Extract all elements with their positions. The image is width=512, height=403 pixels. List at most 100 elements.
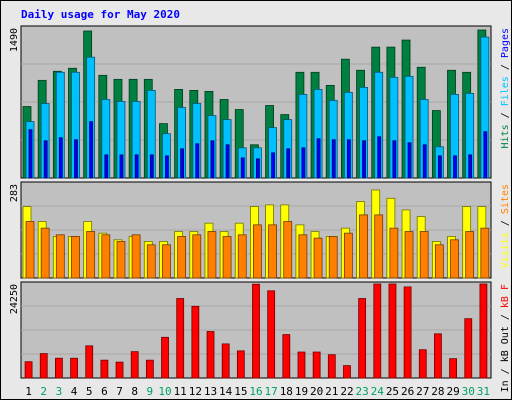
bar-sites-day-19 (298, 234, 308, 279)
bar-kb-f-day-22 (343, 365, 351, 379)
bar-sites-day-12 (192, 234, 202, 279)
bar-kb-f-day-14 (221, 343, 230, 379)
x-tick-label-day-28: 28 (431, 385, 444, 398)
x-tick-label-day-29: 29 (446, 385, 459, 398)
bar-kb-f-day-10 (161, 336, 169, 379)
bar-kb-f-day-2 (39, 353, 48, 379)
x-tick-label-day-1: 1 (25, 385, 32, 398)
bar-pages-day-7 (119, 154, 124, 179)
bar-pages-day-27 (422, 144, 427, 179)
series-kb-f (24, 283, 488, 379)
bar-kb-f-day-12 (191, 305, 200, 379)
bar-pages-day-24 (377, 136, 382, 179)
legend-separator: / (500, 308, 511, 326)
x-tick-label-day-30: 30 (462, 385, 475, 398)
bar-sites-day-15 (237, 234, 247, 279)
legend-entry-pages: Pages (500, 28, 511, 58)
y-max-tick-label: 283 (9, 184, 20, 202)
x-tick-label-day-9: 9 (147, 385, 154, 398)
x-tick-label-day-20: 20 (310, 385, 323, 398)
bar-sites-day-8 (131, 234, 141, 279)
bar-pages-day-8 (134, 154, 139, 179)
bar-pages-day-17 (271, 152, 275, 179)
bar-sites-day-28 (434, 244, 444, 279)
bar-pages-day-2 (43, 140, 48, 179)
bar-kb-f-day-5 (85, 345, 94, 379)
chart-title: Daily usage for May 2020 (21, 8, 180, 21)
bar-sites-day-27 (419, 231, 429, 279)
bar-sites-day-10 (162, 244, 171, 279)
legend-entry-kb-out: kB Out (500, 326, 511, 362)
bar-pages-day-16 (256, 158, 260, 179)
y-max-tick-label: 24250 (9, 284, 20, 314)
bar-kb-f-day-25 (388, 283, 397, 379)
bar-kb-f-day-4 (70, 357, 78, 379)
bar-pages-day-22 (346, 139, 351, 179)
bar-sites-day-26 (404, 231, 414, 279)
bar-pages-day-9 (149, 154, 154, 179)
bar-sites-day-6 (101, 234, 111, 279)
bar-sites-day-20 (313, 237, 323, 279)
bar-pages-day-25 (392, 140, 397, 179)
bar-sites-day-14 (222, 236, 232, 279)
x-tick-label-day-10: 10 (158, 385, 171, 398)
bar-sites-day-24 (374, 214, 384, 279)
x-tick-label-day-11: 11 (174, 385, 187, 398)
bar-kb-f-day-23 (358, 298, 367, 379)
legend-separator: / (500, 214, 511, 232)
bar-kb-f-day-26 (403, 286, 412, 379)
bar-kb-f-day-31 (479, 283, 488, 379)
legend-entry-files: Files (500, 76, 511, 106)
x-tick-label-day-24: 24 (371, 385, 385, 398)
legend-separator: / (500, 106, 511, 124)
legend-entry-visits: Visits (500, 232, 511, 268)
series-pages (28, 121, 488, 179)
bar-sites-day-18 (283, 221, 293, 279)
bar-sites-day-21 (328, 236, 338, 279)
x-tick-label-day-13: 13 (204, 385, 217, 398)
bar-kb-f-day-9 (145, 359, 154, 379)
bar-pages-day-29 (453, 155, 457, 179)
bar-sites-day-4 (71, 236, 80, 279)
legend-2: Visits / Sites (500, 184, 511, 268)
legend-entry-kb-f: kB F (500, 284, 511, 308)
x-tick-label-day-12: 12 (189, 385, 202, 398)
bar-sites-day-9 (146, 244, 156, 279)
bar-sites-day-1 (25, 221, 35, 279)
bar-sites-day-11 (177, 236, 187, 279)
bar-sites-day-22 (343, 232, 353, 279)
x-tick-label-day-14: 14 (219, 385, 233, 398)
bar-pages-day-30 (468, 154, 473, 179)
bar-kb-f-day-18 (282, 334, 291, 379)
bar-sites-day-13 (207, 231, 217, 279)
bar-kb-f-day-1 (24, 361, 33, 379)
bar-pages-day-11 (180, 148, 185, 179)
legend-3: kB In / kB Out / kB F (500, 284, 511, 399)
legend-separator: / (500, 362, 511, 380)
x-tick-label-day-21: 21 (325, 385, 338, 398)
bar-pages-day-5 (89, 121, 94, 179)
x-tick-label-day-6: 6 (101, 385, 108, 398)
legend-entry-sites: Sites (500, 184, 511, 214)
bar-sites-day-23 (359, 214, 368, 279)
x-tick-label-day-16: 16 (249, 385, 262, 398)
bar-pages-day-1 (28, 129, 33, 179)
bar-kb-f-day-24 (373, 283, 382, 379)
bar-pages-day-18 (286, 148, 291, 179)
y-max-tick-label: 1490 (9, 28, 20, 52)
x-tick-label-day-8: 8 (131, 385, 138, 398)
x-tick-label-day-4: 4 (71, 385, 78, 398)
bar-kb-f-day-15 (236, 350, 245, 379)
x-tick-label-day-2: 2 (40, 385, 47, 398)
bar-sites-day-3 (55, 234, 65, 279)
bar-pages-day-31 (483, 131, 488, 179)
bar-sites-day-17 (268, 224, 277, 279)
bar-pages-day-3 (58, 137, 63, 179)
bar-sites-day-29 (450, 239, 459, 279)
x-tick-label-day-23: 23 (356, 385, 369, 398)
bar-kb-f-day-6 (100, 359, 109, 379)
bar-pages-day-19 (301, 147, 306, 179)
bar-kb-f-day-11 (176, 298, 185, 379)
